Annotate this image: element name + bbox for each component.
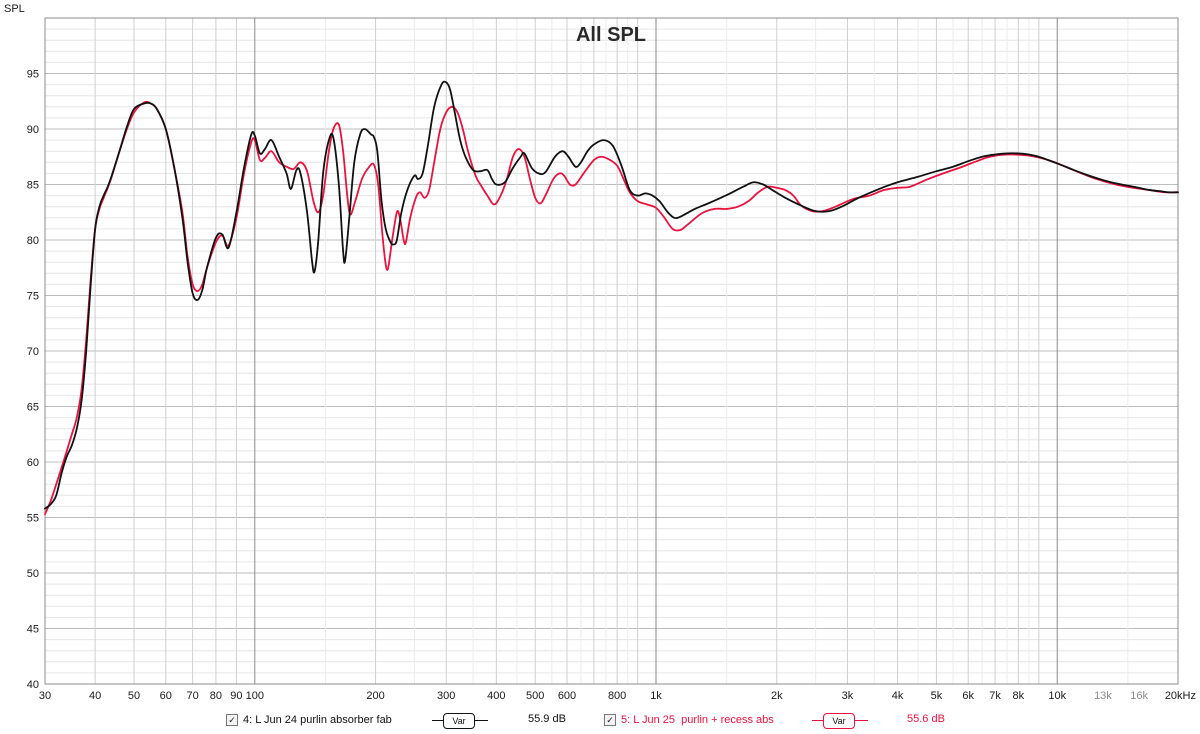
- x-tick-label: 16k: [1130, 690, 1148, 702]
- series-line-2: [44, 100, 1179, 516]
- plot-border: [44, 17, 1179, 685]
- x-tick-label: 13k: [1094, 690, 1112, 702]
- x-tick-label: 80: [210, 690, 222, 702]
- x-tick-label: 10k: [1048, 690, 1066, 702]
- x-tick-label: 60: [160, 690, 172, 702]
- series-1-level: 55.9 dB: [528, 713, 566, 725]
- grid-lines: [44, 17, 1179, 685]
- x-tick-label: 3k: [842, 690, 854, 702]
- x-tick-label: 400: [487, 690, 505, 702]
- y-tick-label: 50: [27, 568, 39, 580]
- x-tick-label: 200: [366, 690, 384, 702]
- x-tick-label: 20kHz: [1165, 690, 1196, 702]
- legend: ✓ 4: L Jun 24 purlin absorber fab Var 55…: [0, 711, 1200, 729]
- x-tick-label: 70: [187, 690, 199, 702]
- x-tick-label: 30: [39, 690, 51, 702]
- y-tick-label: 60: [27, 457, 39, 469]
- series-2-var-button[interactable]: Var: [823, 713, 855, 729]
- series-1-checkbox[interactable]: ✓: [226, 714, 238, 726]
- y-axis-ticks: 40 45 50 55 60 65 70 75 80 85 90 95: [27, 69, 39, 692]
- x-tick-label: 8k: [1013, 690, 1025, 702]
- series-1-var-button[interactable]: Var: [443, 713, 475, 729]
- x-tick-label: 6k: [962, 690, 974, 702]
- y-tick-label: 55: [27, 513, 39, 525]
- y-tick-label: 45: [27, 624, 39, 636]
- x-tick-label: 7k: [989, 690, 1001, 702]
- series-2-level: 55.6 dB: [907, 713, 945, 725]
- x-tick-label: 50: [128, 690, 140, 702]
- y-tick-label: 75: [27, 291, 39, 303]
- legend-item-series-2[interactable]: ✓ 5: L Jun 25 purlin + recess abs: [604, 711, 774, 729]
- series-1-name: 4: L Jun 24 purlin absorber fab: [243, 714, 392, 726]
- y-tick-label: 40: [27, 679, 39, 691]
- x-tick-label: 300: [437, 690, 455, 702]
- x-tick-label: 90: [230, 690, 242, 702]
- legend-item-series-1[interactable]: ✓ 4: L Jun 24 purlin absorber fab: [226, 711, 392, 729]
- series-2-name: 5: L Jun 25 purlin + recess abs: [621, 714, 774, 726]
- series-lines: [44, 80, 1179, 516]
- x-axis-ticks: 30 40 50 60 70 80 90 100 200 300 400 500 600 800 1k 2k 3…: [39, 690, 1196, 702]
- x-tick-label: 100: [246, 690, 264, 702]
- x-tick-label: 5k: [931, 690, 943, 702]
- series-2-checkbox[interactable]: ✓: [604, 714, 616, 726]
- y-tick-label: 70: [27, 346, 39, 358]
- series-line-1: [44, 80, 1179, 510]
- y-tick-label: 95: [27, 69, 39, 81]
- x-tick-label: 40: [89, 690, 101, 702]
- x-tick-label: 500: [526, 690, 544, 702]
- x-tick-label: 2k: [771, 690, 783, 702]
- chart-title: All SPL: [576, 24, 646, 46]
- x-tick-label: 600: [558, 690, 576, 702]
- x-tick-label: 1k: [650, 690, 662, 702]
- y-tick-label: 90: [27, 124, 39, 136]
- x-tick-label: 4k: [892, 690, 904, 702]
- y-tick-label: 85: [27, 180, 39, 192]
- x-tick-label: 800: [608, 690, 626, 702]
- y-axis-label: SPL: [4, 3, 25, 15]
- y-tick-label: 80: [27, 235, 39, 247]
- y-tick-label: 65: [27, 402, 39, 414]
